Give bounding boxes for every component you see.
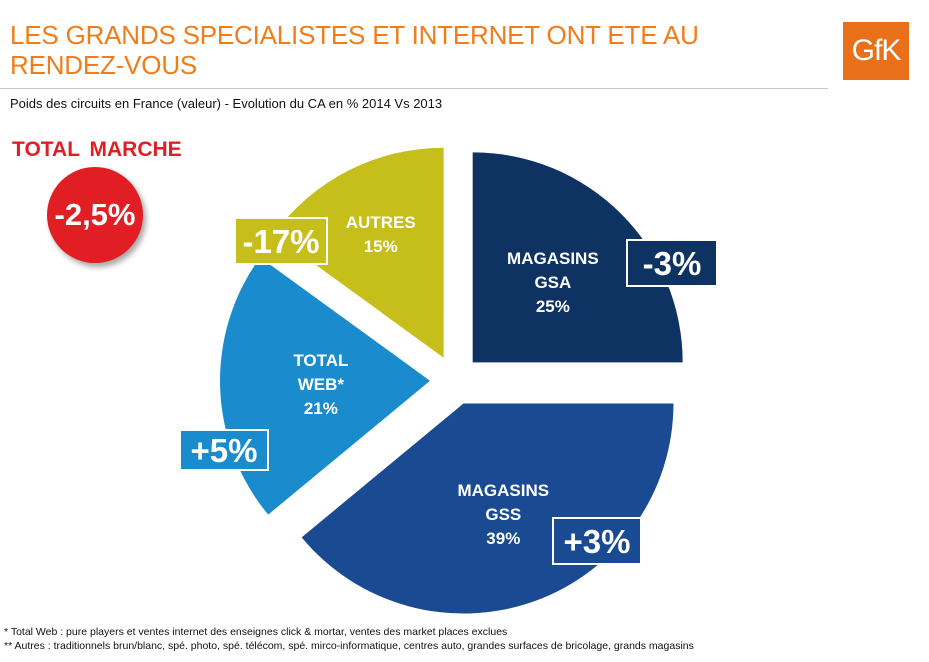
slice-label-web: TOTAL WEB* 21% — [293, 351, 348, 418]
gfk-logo: GfK — [843, 22, 909, 80]
footnote-autres: ** Autres : traditionnels brun/blanc, sp… — [4, 640, 694, 652]
evolution-badge-gsa: -3% — [626, 239, 718, 287]
page-title: LES GRANDS SPECIALISTES ET INTERNET ONT … — [10, 20, 770, 80]
slice-share-web: 21% — [304, 399, 338, 418]
slice-label-gss: MAGASINS GSS 39% — [457, 481, 549, 548]
slice-name-line-gss: MAGASINS — [457, 481, 549, 500]
evolution-value-web: +5% — [191, 432, 258, 469]
evolution-badge-web: +5% — [179, 429, 269, 471]
evolution-badge-gss: +3% — [552, 517, 642, 565]
total-market-badge: -2,5% — [47, 167, 143, 263]
chart-subtitle: Poids des circuits en France (valeur) - … — [10, 96, 443, 111]
evolution-badge-box-gss — [552, 517, 642, 565]
evolution-value-gsa: -3% — [643, 245, 702, 282]
pie-slice-gsa — [472, 152, 683, 363]
total-market-label: TOTAL MARCHE — [12, 138, 182, 161]
slice-name-line-gsa: GSA — [534, 273, 571, 292]
pie-slice-web — [220, 257, 431, 515]
slice-share-autres: 15% — [364, 237, 398, 256]
slice-share-gsa: 25% — [536, 297, 570, 316]
footnotes: * Total Web : pure players et ventes int… — [4, 625, 694, 653]
page-title-line-1: LES GRANDS SPECIALISTES ET INTERNET ONT … — [10, 20, 699, 50]
evolution-badge-autres: -17% — [234, 217, 328, 265]
pie-slice-autres — [273, 147, 444, 358]
slice-label-autres: AUTRES 15% — [346, 213, 416, 256]
slice-name-line-autres: AUTRES — [346, 213, 416, 232]
slice-label-gsa: MAGASINS GSA 25% — [507, 249, 599, 316]
evolution-badge-box-gsa — [626, 239, 718, 287]
evolution-badge-box-autres — [234, 217, 328, 265]
slice-name-line-web: WEB* — [298, 375, 345, 394]
slice-name-line-gsa: MAGASINS — [507, 249, 599, 268]
page-title-line-2: RENDEZ-VOUS — [10, 50, 198, 80]
slice-name-line-web: TOTAL — [293, 351, 348, 370]
evolution-value-autres: -17% — [242, 223, 319, 260]
evolution-value-gss: +3% — [564, 523, 631, 560]
slice-share-gss: 39% — [486, 529, 520, 548]
header-divider — [0, 88, 828, 89]
evolution-badge-box-web — [179, 429, 269, 471]
footnote-total-web: * Total Web : pure players et ventes int… — [4, 626, 508, 638]
slice-name-line-gss: GSS — [485, 505, 521, 524]
